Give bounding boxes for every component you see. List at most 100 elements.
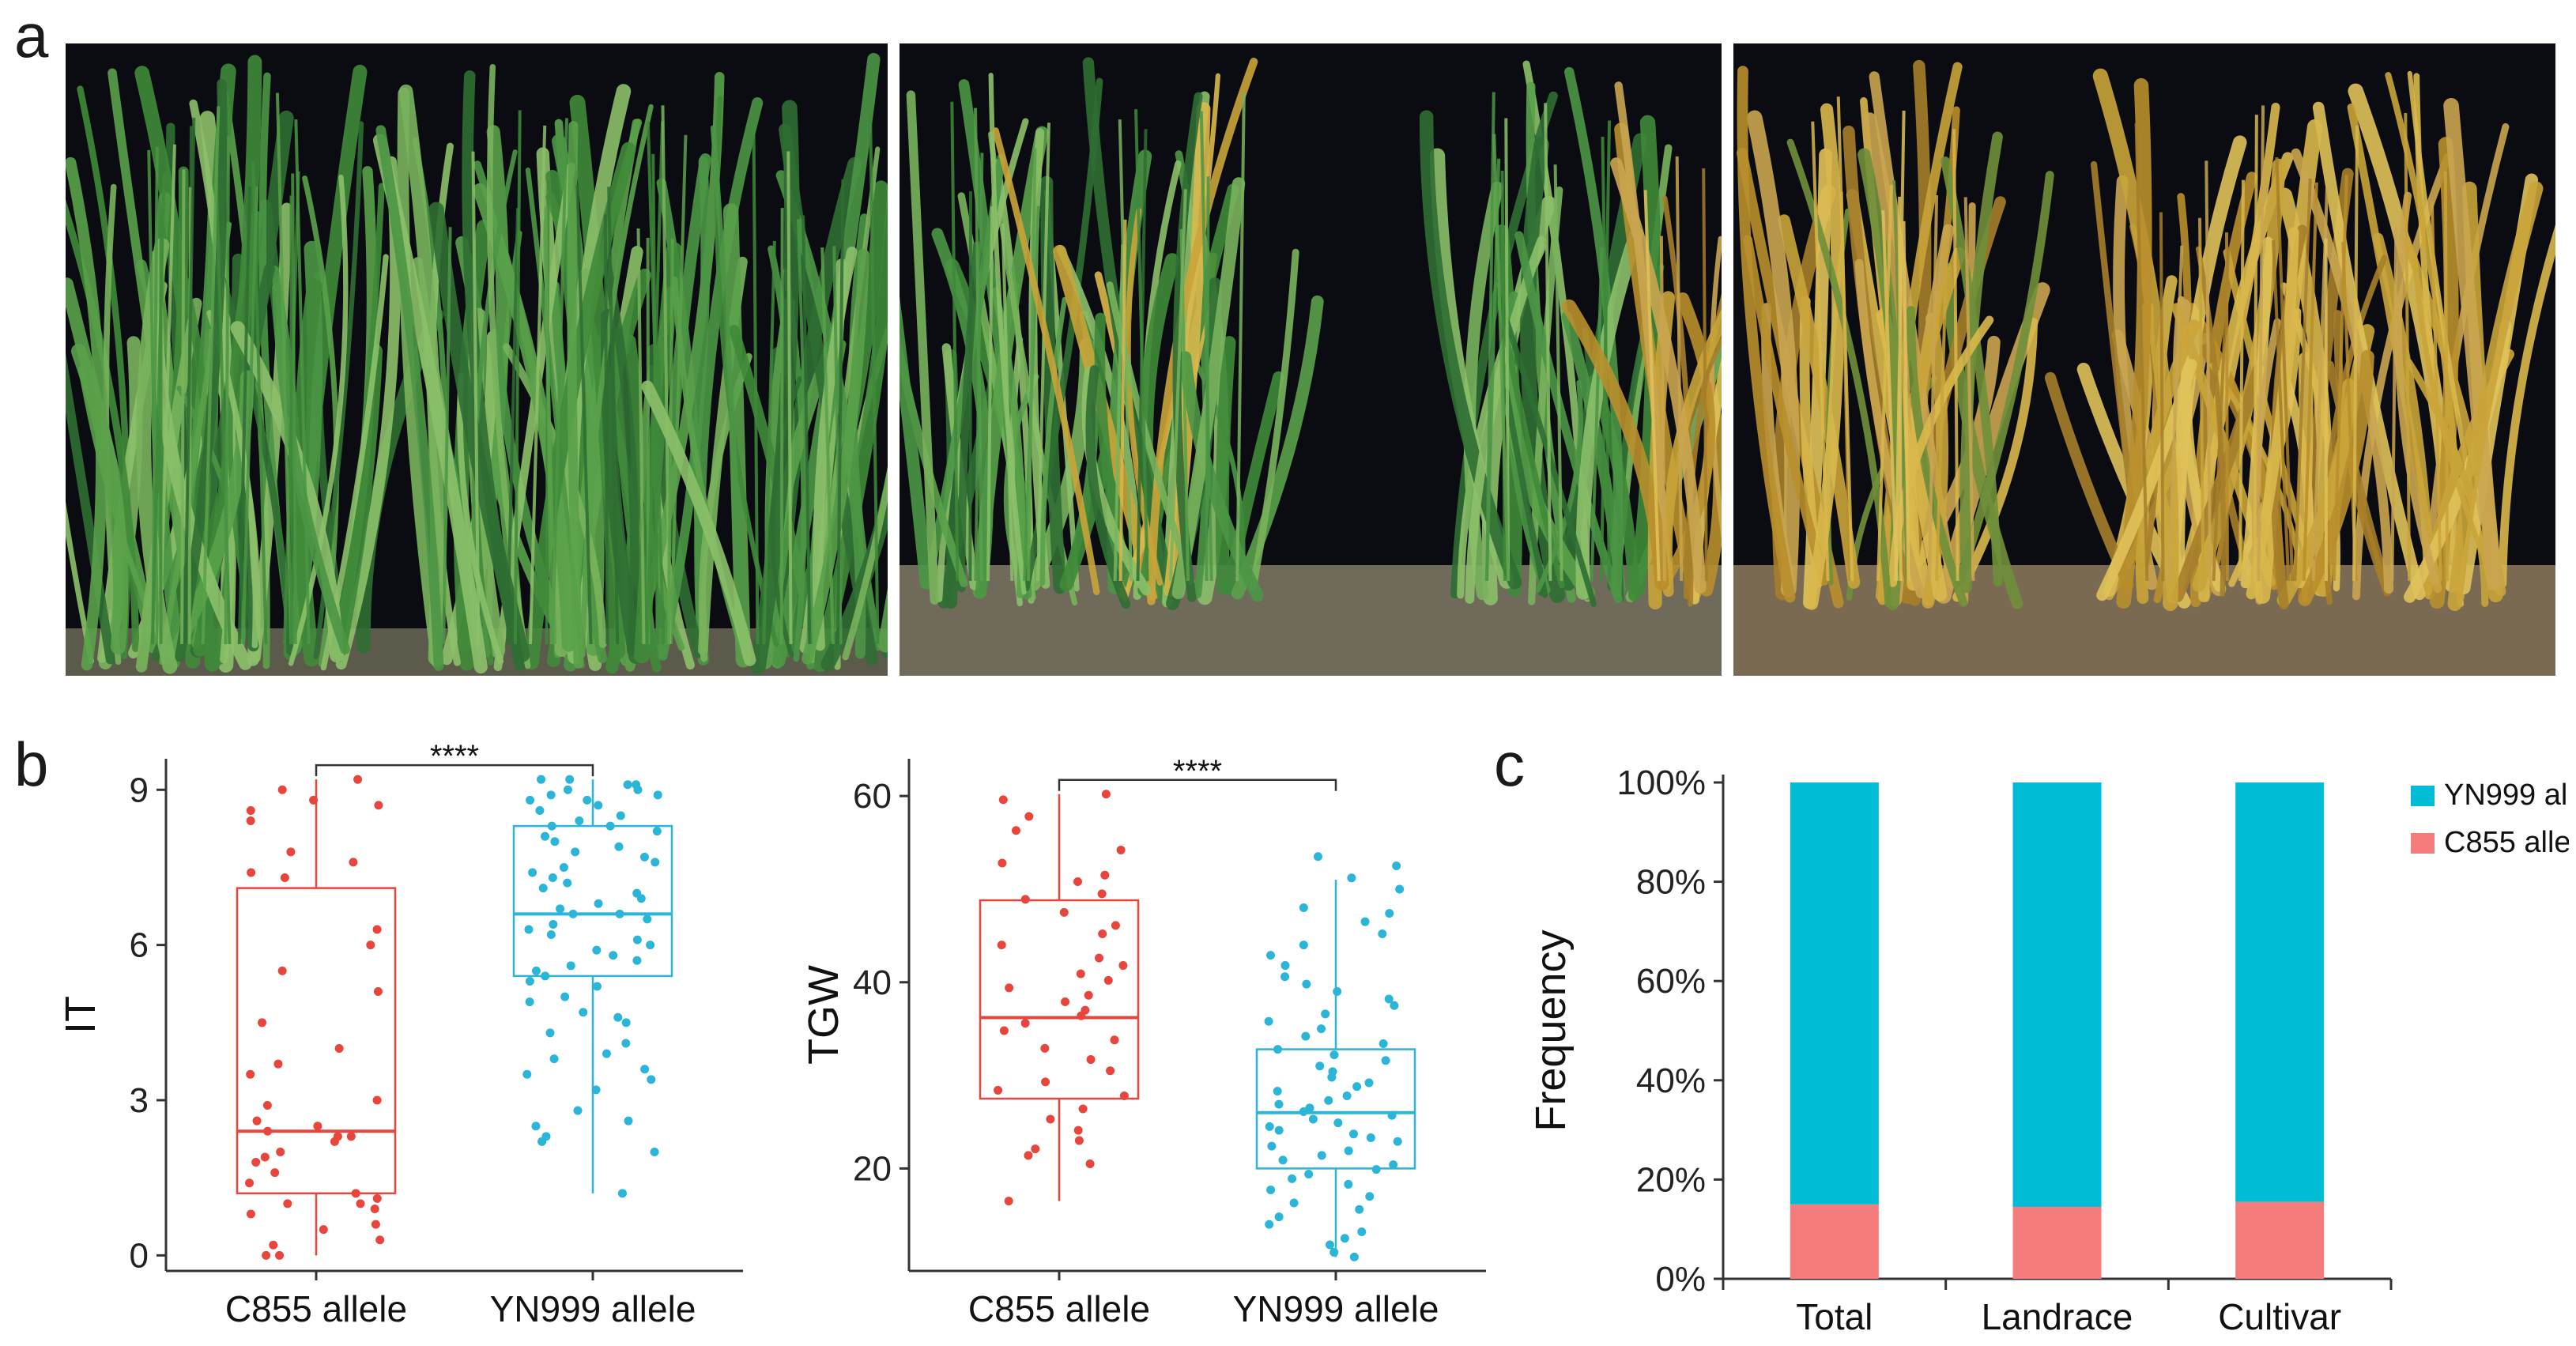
y-axis-label: IT <box>57 996 104 1034</box>
data-point <box>1288 1174 1297 1183</box>
legend-swatch <box>2411 833 2435 854</box>
wheat-stem <box>575 184 593 645</box>
wheat-stem <box>1235 92 1246 582</box>
data-point <box>1390 1001 1399 1010</box>
data-point <box>546 930 556 940</box>
data-point <box>583 795 592 805</box>
data-point <box>573 1106 583 1115</box>
wheat-stem <box>820 247 835 645</box>
wheat-leaf <box>2276 379 2356 607</box>
data-point <box>1041 1077 1050 1087</box>
data-point <box>994 1085 1003 1095</box>
data-point <box>372 925 382 934</box>
data-point <box>1118 961 1128 971</box>
wheat-stem <box>2302 182 2318 582</box>
wheat-stem <box>1118 119 1133 582</box>
wheat-stem <box>1952 129 1959 582</box>
data-point <box>1020 1019 1030 1028</box>
data-point <box>531 966 541 975</box>
data-point <box>1095 953 1104 963</box>
wheat-stem <box>968 191 973 582</box>
wheat-stem <box>442 227 452 645</box>
data-point <box>1059 907 1069 917</box>
wheat-leaf <box>2096 358 2197 601</box>
wheat-stem <box>835 179 845 645</box>
data-point <box>1040 1043 1050 1053</box>
data-point <box>258 1018 267 1027</box>
wheat-stem <box>294 119 311 645</box>
wheat-stem <box>275 92 293 645</box>
data-point <box>245 1178 255 1188</box>
wheat-leaf <box>1952 317 2039 602</box>
data-point <box>621 1018 631 1027</box>
data-point <box>1308 1114 1318 1124</box>
data-point <box>1098 929 1107 938</box>
data-point <box>246 816 255 826</box>
data-point <box>1266 1185 1276 1194</box>
wheat-leaf <box>641 380 756 666</box>
data-point <box>997 941 1006 950</box>
data-point <box>522 1069 532 1079</box>
data-point <box>262 1101 272 1110</box>
data-point <box>643 914 652 924</box>
data-point <box>1327 1073 1337 1082</box>
wheat-stem <box>2352 125 2359 582</box>
data-point <box>525 976 534 986</box>
wheat-stem <box>2167 245 2184 582</box>
data-point <box>617 1189 627 1198</box>
data-point <box>1317 1151 1326 1160</box>
data-point <box>541 971 550 981</box>
data-point <box>639 852 649 862</box>
wheat-stem <box>1035 123 1051 582</box>
data-point <box>1024 812 1034 821</box>
wheat-leaf <box>1503 387 1548 598</box>
wheat-stem <box>2253 115 2258 582</box>
data-point <box>998 795 1008 805</box>
frequency-stacked-bar-chart: 0% 20% 40% 60% 80% 100% Frequency Total Landrace… <box>1527 763 2569 1337</box>
data-point <box>349 858 358 867</box>
data-point <box>1106 1066 1115 1076</box>
data-point <box>1265 1220 1274 1229</box>
data-point <box>1077 1011 1086 1020</box>
wheat-leaf <box>70 343 129 654</box>
wheat-leaf <box>1955 171 2054 586</box>
data-point <box>1005 983 1014 993</box>
wheat-stem <box>1590 247 1604 582</box>
wheat-leaf <box>375 125 444 671</box>
data-point <box>548 873 557 883</box>
wheat-stem <box>2272 240 2291 582</box>
legend-label: YN999 allele <box>2444 779 2569 812</box>
data-point <box>280 873 289 883</box>
data-point <box>1266 951 1276 960</box>
data-point <box>1302 979 1311 989</box>
wheat-stem <box>1118 219 1127 582</box>
data-point <box>277 785 287 794</box>
data-point <box>276 1147 285 1156</box>
data-point <box>1273 1087 1282 1096</box>
x-tick-label: Cultivar <box>2218 1296 2341 1337</box>
wheat-stem <box>529 125 547 645</box>
data-point <box>373 987 383 997</box>
wheat-stem <box>201 106 221 645</box>
wheat-leaf <box>1907 305 1968 608</box>
data-point <box>1004 1197 1013 1206</box>
data-point <box>1379 1039 1388 1049</box>
data-point <box>524 925 534 934</box>
data-point <box>537 775 546 784</box>
wheat-leaf <box>2498 224 2555 588</box>
x-tick-label: Landrace <box>1982 1296 2133 1337</box>
data-point <box>319 1225 328 1235</box>
data-point <box>1103 975 1113 985</box>
wheat-leaf <box>1610 157 1707 594</box>
data-point <box>632 935 642 944</box>
wheat-leaf <box>1683 293 1722 600</box>
data-point <box>605 821 615 831</box>
wheat-stem <box>1134 109 1149 582</box>
data-point <box>538 884 548 893</box>
data-point <box>1273 1045 1283 1054</box>
data-point <box>594 899 603 908</box>
wheat-stem <box>147 149 160 645</box>
data-point <box>1280 961 1290 971</box>
data-point <box>1381 1056 1390 1065</box>
data-point <box>1333 987 1342 997</box>
